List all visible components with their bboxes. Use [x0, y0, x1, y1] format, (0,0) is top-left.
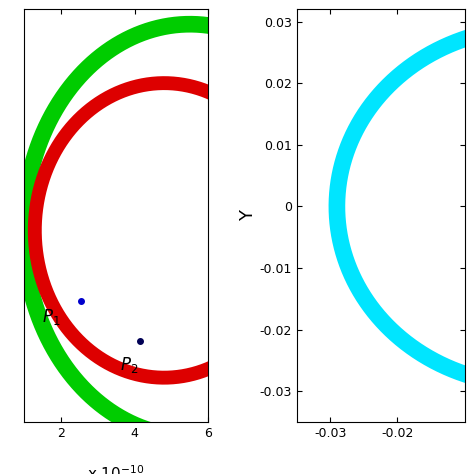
Text: $\mathit{P}_2$: $\mathit{P}_2$: [120, 356, 138, 375]
Y-axis label: Y: Y: [238, 210, 256, 221]
Text: $\mathit{P}_1$: $\mathit{P}_1$: [42, 307, 61, 327]
Text: x 10$^{-10}$: x 10$^{-10}$: [87, 464, 145, 474]
